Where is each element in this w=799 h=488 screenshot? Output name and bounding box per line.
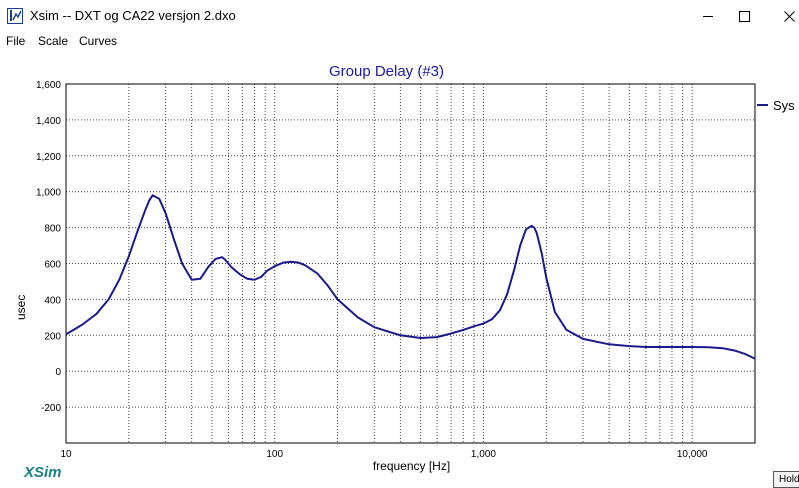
group-delay-chart: -200 0 200 400 600 800 1,000 1,200 1,400 1,600 10 1…: [36, 80, 768, 460]
minimize-button[interactable]: [685, 0, 731, 32]
y-tick-label: 800: [44, 224, 61, 235]
x-tick-label: 100: [266, 449, 283, 460]
y-tick-label: 400: [44, 295, 61, 306]
maximize-button[interactable]: [721, 0, 767, 32]
xsim-app-icon: [7, 8, 23, 24]
y-tick-label: 1,600: [36, 80, 61, 91]
plot-frame: [65, 83, 756, 444]
hold-button[interactable]: Hold: [773, 471, 799, 488]
y-tick-label: 200: [44, 331, 61, 342]
legend-label-sys: Sys: [773, 98, 795, 113]
y-axis-label: usec: [14, 294, 28, 320]
maximize-icon: [738, 10, 750, 22]
x-tick-label: 10: [60, 449, 72, 460]
close-icon: [783, 10, 795, 22]
menu-bar: File Scale Curves: [0, 32, 799, 52]
x-axis-label: frequency [Hz]: [372, 459, 451, 473]
x-tick-label: 1,000: [471, 449, 496, 460]
menu-curves[interactable]: Curves: [79, 34, 118, 48]
window-title: Xsim -- DXT og CA22 versjon 2.dxo: [30, 8, 236, 23]
y-tick-label: 1,200: [36, 152, 61, 163]
y-tick-label: 600: [44, 260, 61, 271]
y-tick-label: 1,000: [36, 188, 61, 199]
y-tick-label: 0: [55, 367, 61, 378]
plot-area: -200 0 200 400 600 800 1,000 1,200 1,400 1,600 10 1…: [0, 52, 799, 488]
close-button[interactable]: [766, 0, 799, 32]
series-line-sys: [65, 194, 756, 360]
menu-file[interactable]: File: [6, 34, 26, 48]
y-tick-label: 1,400: [36, 116, 61, 127]
x-tick-label: 10,000: [677, 449, 708, 460]
title-bar: Xsim -- DXT og CA22 versjon 2.dxo: [0, 0, 799, 32]
menu-scale[interactable]: Scale: [38, 34, 69, 48]
y-tick-label: -200: [41, 403, 61, 414]
minimize-icon: [703, 16, 713, 17]
xsim-logo: XSim: [24, 464, 62, 481]
